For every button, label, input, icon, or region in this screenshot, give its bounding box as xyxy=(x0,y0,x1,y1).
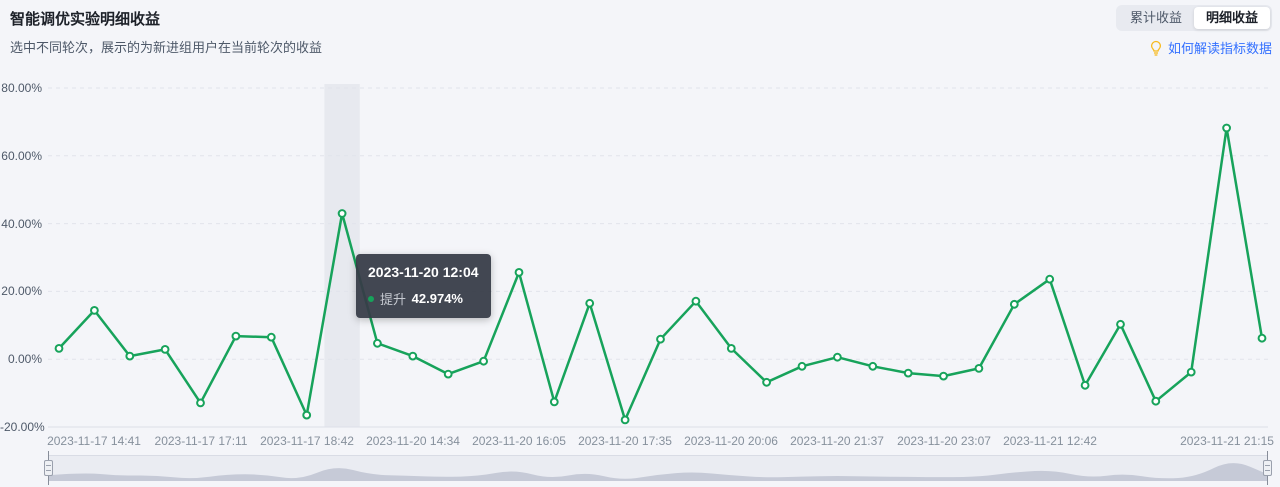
data-point-marker[interactable] xyxy=(90,306,99,315)
data-point-marker[interactable] xyxy=(443,369,453,379)
data-point-marker[interactable] xyxy=(1045,274,1055,284)
help-link[interactable]: 如何解读指标数据 xyxy=(1149,38,1272,57)
data-point-marker[interactable] xyxy=(337,209,347,218)
data-point-marker[interactable] xyxy=(125,351,135,361)
x-axis-label: 2023-11-17 14:41 xyxy=(47,434,141,448)
x-axis-label: 2023-11-21 21:15 xyxy=(1180,434,1274,448)
data-point-marker[interactable] xyxy=(868,361,878,371)
tooltip-series-value: 42.974% xyxy=(411,291,463,306)
x-axis-label: 2023-11-20 21:37 xyxy=(790,434,884,448)
x-axis-label: 2023-11-20 23:07 xyxy=(897,434,991,448)
data-point-marker[interactable] xyxy=(231,331,241,341)
data-point-marker[interactable] xyxy=(373,338,382,348)
data-point-marker[interactable] xyxy=(408,351,418,361)
data-point-marker[interactable] xyxy=(1116,319,1125,329)
data-point-marker[interactable] xyxy=(833,352,842,362)
x-axis-label: 2023-11-20 20:06 xyxy=(684,434,778,448)
y-axis-label: 0.00% xyxy=(7,352,42,366)
data-point-marker[interactable] xyxy=(620,415,630,425)
page-title: 智能调优实验明细收益 xyxy=(10,11,161,28)
y-axis-label: -20.00% xyxy=(0,420,45,434)
tooltip-timestamp: 2023-11-20 12:04 xyxy=(368,264,479,280)
datazoom-right-handle[interactable] xyxy=(1263,460,1272,476)
data-point-marker[interactable] xyxy=(1151,396,1161,406)
line-chart-canvas xyxy=(48,84,1268,428)
data-point-marker[interactable] xyxy=(691,296,701,306)
data-point-marker[interactable] xyxy=(1009,299,1019,309)
data-point-marker[interactable] xyxy=(160,345,170,354)
chart-tooltip: 2023-11-20 12:04 提升 42.974% xyxy=(356,254,491,318)
page-subtitle: 选中不同轮次，展示的为新进组用户在当前轮次的收益 xyxy=(10,40,323,55)
data-point-marker[interactable] xyxy=(1080,380,1090,390)
x-axis-label: 2023-11-21 12:42 xyxy=(1003,434,1097,448)
y-axis-label: 80.00% xyxy=(1,81,42,95)
revenue-view-toggle: 累计收益 明细收益 xyxy=(1115,5,1272,31)
toggle-detail-revenue[interactable]: 明细收益 xyxy=(1193,7,1270,29)
toggle-cumulative-revenue[interactable]: 累计收益 xyxy=(1118,7,1194,29)
lightbulb-icon xyxy=(1149,40,1163,56)
tooltip-series-row: 提升 42.974% xyxy=(368,289,463,308)
data-point-marker[interactable] xyxy=(585,298,595,308)
data-point-marker[interactable] xyxy=(939,371,948,381)
data-point-marker[interactable] xyxy=(656,334,665,344)
x-axis-label: 2023-11-20 14:34 xyxy=(366,434,460,448)
data-point-marker[interactable] xyxy=(1257,333,1267,343)
tooltip-series-name: 提升 xyxy=(380,292,407,307)
series-line xyxy=(58,126,1264,422)
datazoom-shadow xyxy=(48,455,1268,481)
datazoom-left-handle[interactable] xyxy=(44,460,53,476)
data-point-marker[interactable] xyxy=(549,397,559,407)
data-point-marker[interactable] xyxy=(1186,367,1196,377)
data-point-marker[interactable] xyxy=(797,361,807,371)
data-point-marker[interactable] xyxy=(726,344,736,353)
x-axis-label: 2023-11-20 16:05 xyxy=(472,434,566,448)
y-axis-label: 40.00% xyxy=(1,217,42,231)
data-point-marker[interactable] xyxy=(514,268,524,277)
series-dot-icon xyxy=(368,295,374,302)
x-axis-label: 2023-11-20 17:35 xyxy=(578,434,672,448)
y-axis-label: 60.00% xyxy=(1,149,42,163)
help-link-label: 如何解读指标数据 xyxy=(1167,41,1272,56)
data-point-marker[interactable] xyxy=(479,356,489,366)
data-point-marker[interactable] xyxy=(762,377,771,387)
y-axis-label: 20.00% xyxy=(1,284,42,298)
data-point-marker[interactable] xyxy=(974,364,984,373)
data-point-marker[interactable] xyxy=(196,398,205,408)
data-point-marker[interactable] xyxy=(266,332,276,342)
revenue-line-chart[interactable]: 2023-11-20 12:04 提升 42.974% 80.00% 60.00%… xyxy=(0,0,1280,455)
datazoom-data-shadow xyxy=(48,463,1268,481)
data-point-marker[interactable] xyxy=(903,368,913,378)
x-axis-label: 2023-11-17 17:11 xyxy=(154,434,248,448)
data-point-marker[interactable] xyxy=(1222,123,1231,133)
x-axis-label: 2023-11-17 18:42 xyxy=(260,434,354,448)
data-point-marker[interactable] xyxy=(302,410,312,420)
datazoom-slider[interactable] xyxy=(44,451,1272,485)
data-point-marker[interactable] xyxy=(54,344,64,353)
